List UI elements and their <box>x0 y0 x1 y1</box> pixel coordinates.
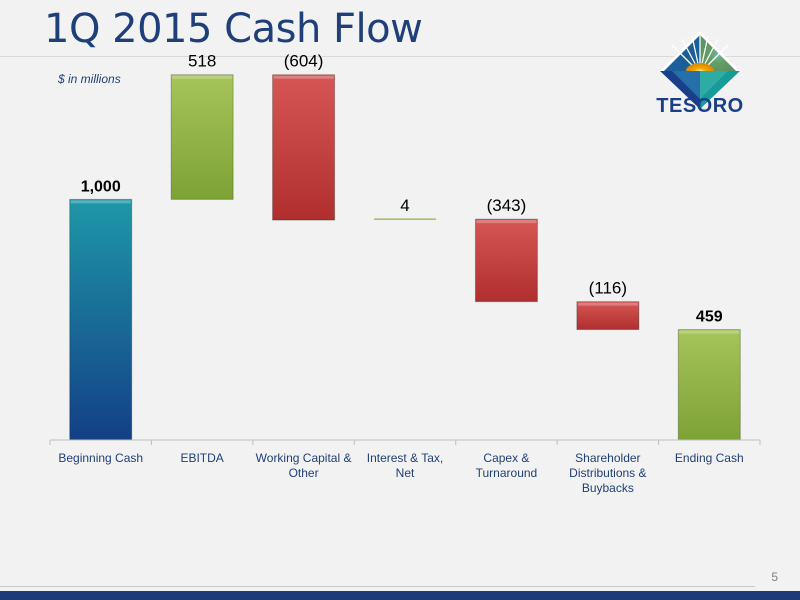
bar-highlight-5 <box>577 302 638 306</box>
category-label-1: EBITDA <box>180 451 223 465</box>
bar-1 <box>170 74 234 200</box>
category-label-5: Distributions & <box>569 466 646 480</box>
data-label-3: 4 <box>400 196 409 215</box>
bar-highlight-1 <box>172 75 233 79</box>
category-label-4: Capex & <box>483 451 529 465</box>
category-label-0: Beginning Cash <box>58 451 143 465</box>
bar-4 <box>474 218 538 303</box>
title-divider <box>0 56 800 57</box>
category-label-4: Turnaround <box>476 466 538 480</box>
units-subtitle: $ in millions <box>58 72 121 86</box>
bar-highlight-2 <box>273 75 334 79</box>
data-label-6: 459 <box>696 309 723 326</box>
bar-0 <box>69 198 133 441</box>
bar-highlight-0 <box>70 200 131 204</box>
footer-bar <box>0 591 800 600</box>
bar-5 <box>576 301 640 331</box>
category-label-2: Other <box>289 466 319 480</box>
bar-highlight-6 <box>679 330 740 334</box>
data-label-1: 518 <box>188 52 216 71</box>
category-label-5: Shareholder <box>575 451 640 465</box>
bar-highlight-4 <box>476 220 537 224</box>
logo-wordmark: TESORO <box>656 95 744 117</box>
category-label-3: Interest & Tax, <box>367 451 443 465</box>
data-label-2: (604) <box>284 52 324 71</box>
category-label-6: Ending Cash <box>675 451 744 465</box>
page-number: 5 <box>771 570 778 584</box>
bar-6 <box>677 329 741 441</box>
category-label-3: Net <box>396 466 415 480</box>
footer-divider <box>0 586 755 587</box>
category-label-5: Buybacks <box>582 481 634 495</box>
data-label-5: (116) <box>589 279 627 298</box>
bar-2 <box>272 74 336 221</box>
category-label-2: Working Capital & <box>256 451 352 465</box>
data-label-4: (343) <box>487 196 527 215</box>
data-label-0: 1,000 <box>81 178 121 195</box>
slide-title: 1Q 2015 Cash Flow <box>44 6 423 52</box>
tesoro-sunburst-logo-icon <box>660 31 740 109</box>
